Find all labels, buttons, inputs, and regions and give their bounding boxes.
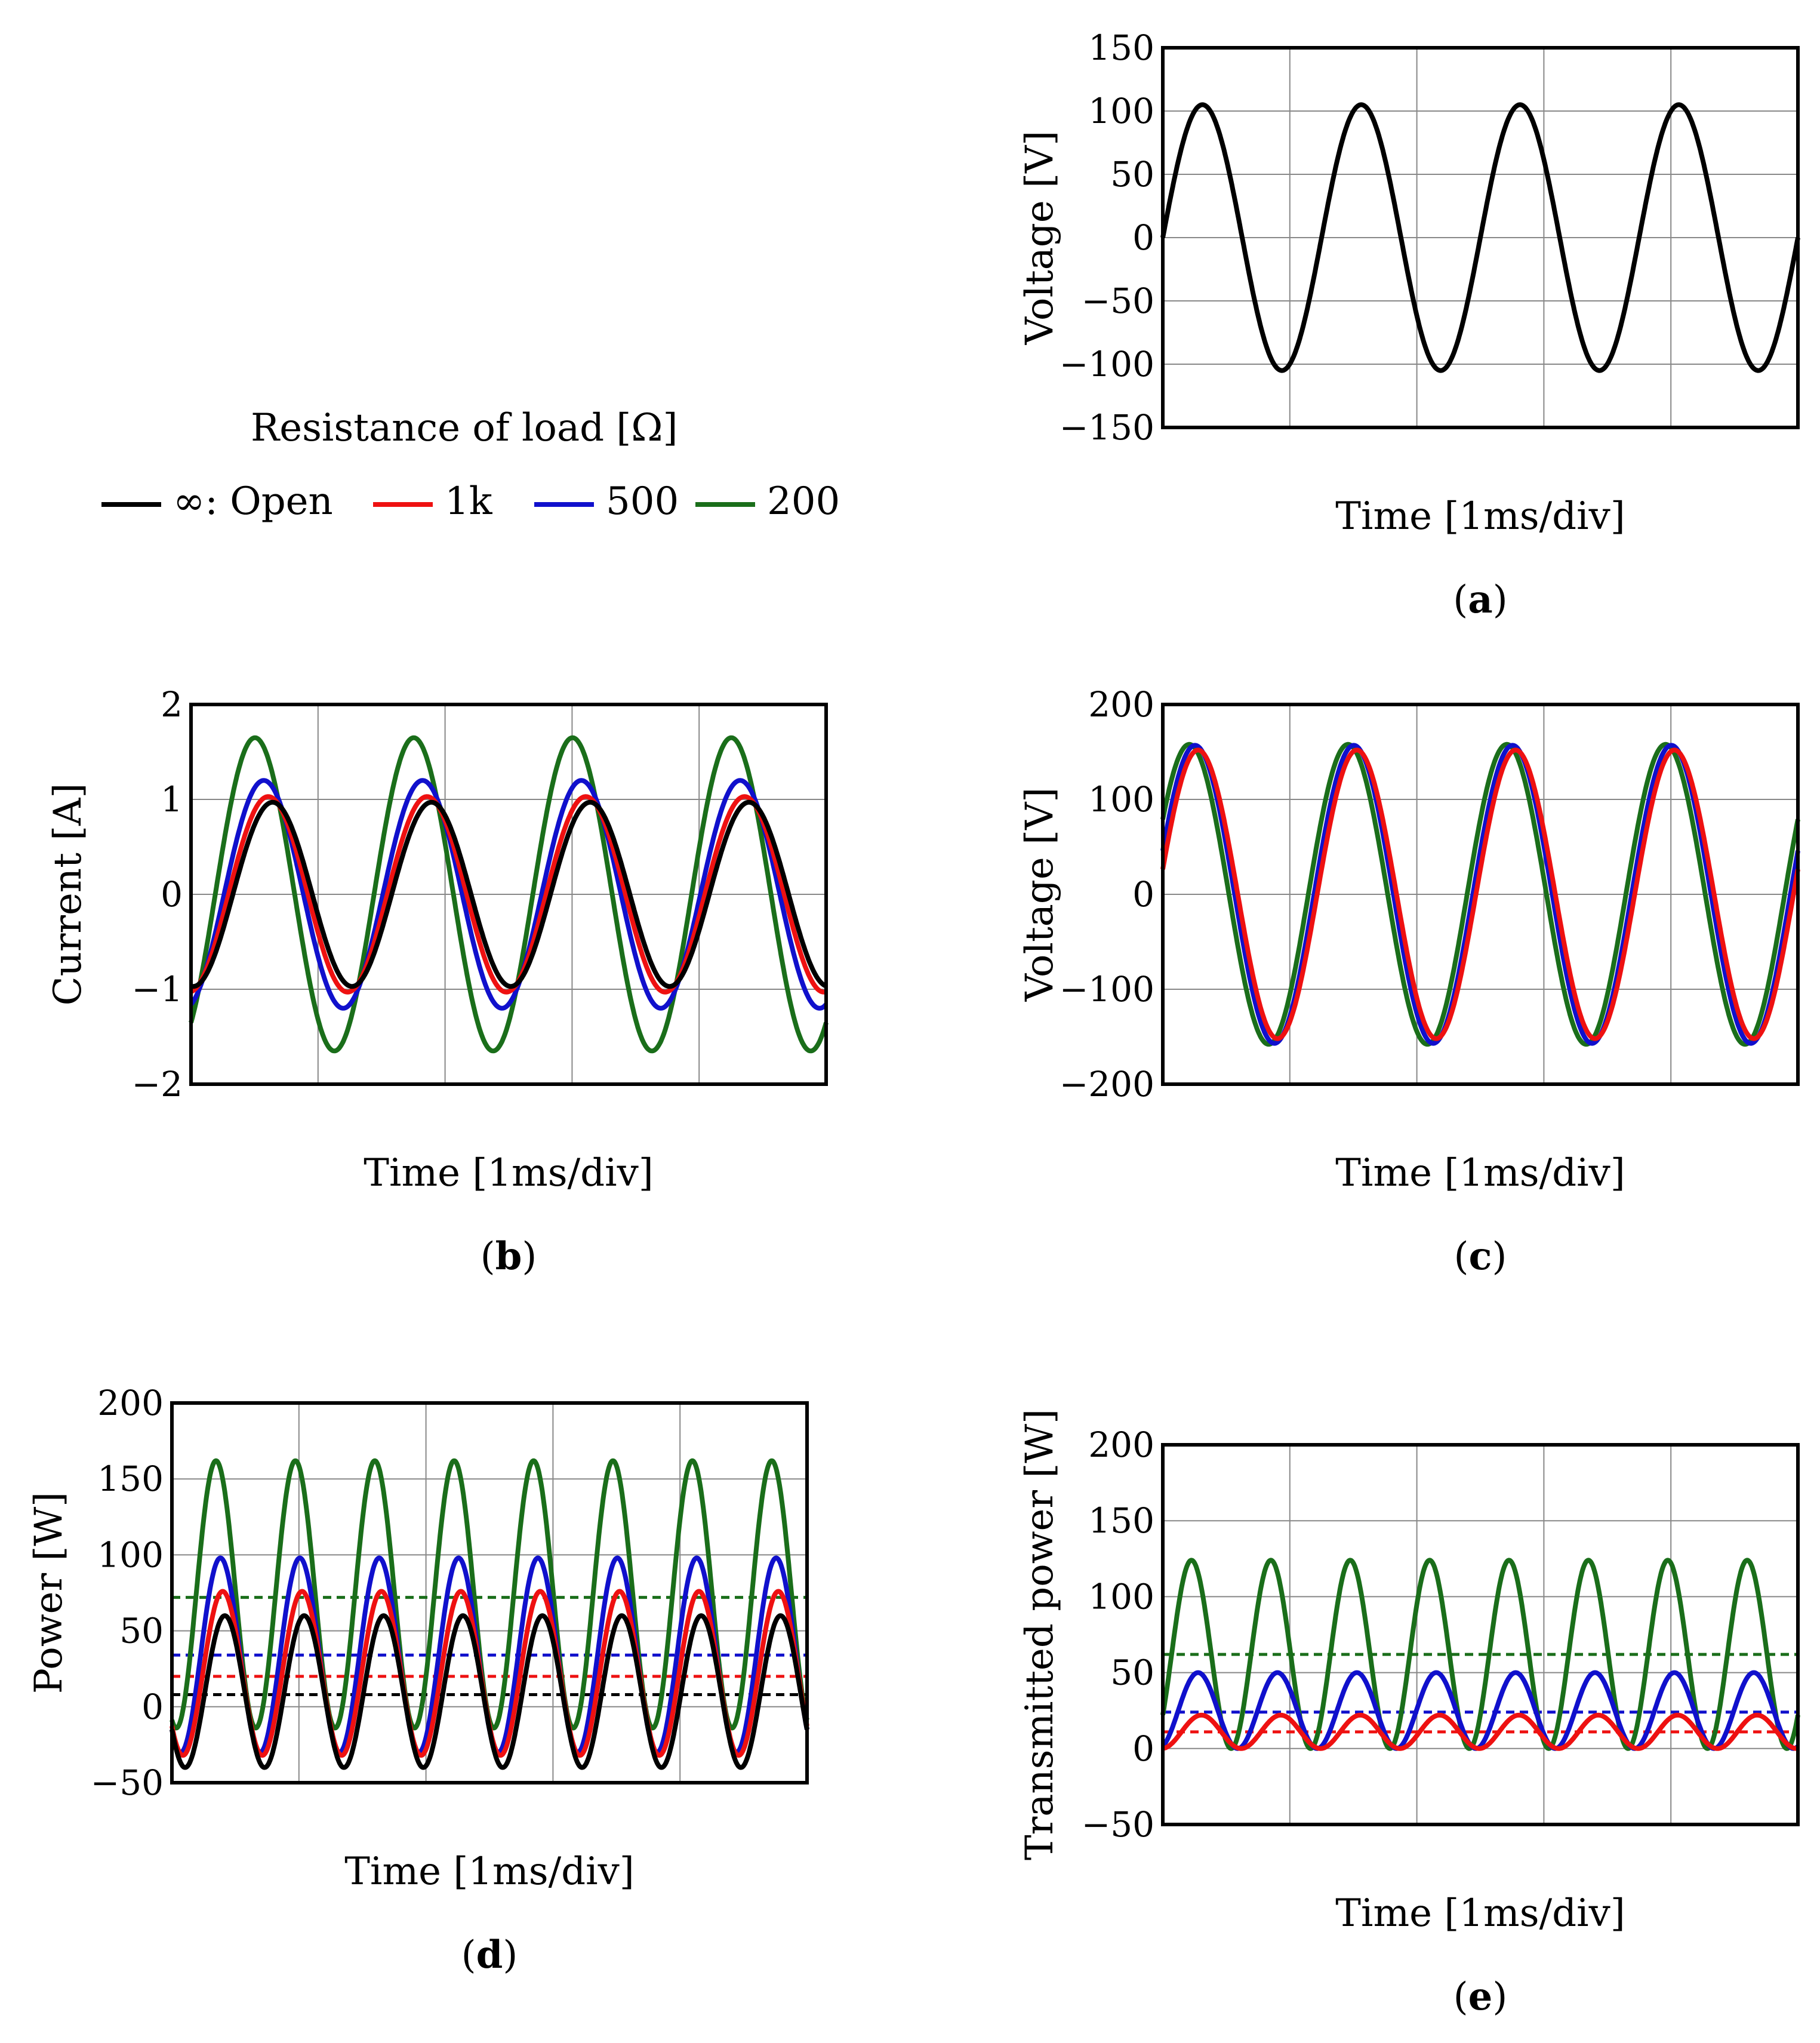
panel-caption-letter: e	[1468, 1974, 1493, 2019]
y-tick-label: −2	[132, 1064, 183, 1104]
series-line-200	[1160, 741, 1800, 1047]
series-line-200	[1160, 1558, 1800, 1751]
y-tick-label: −50	[1082, 281, 1154, 321]
y-tick-label: −50	[91, 1762, 164, 1803]
y-tick-label: −200	[1060, 1064, 1154, 1104]
y-axis-label: Current [A]	[46, 783, 90, 1006]
panel-caption-letter: b	[495, 1234, 522, 1279]
y-tick-label: 200	[1088, 1424, 1154, 1465]
plot-frame	[170, 1401, 809, 1784]
series-line-open	[1160, 102, 1800, 373]
legend-swatch-200	[695, 502, 755, 507]
y-tick-label: −100	[1060, 344, 1154, 384]
y-tick-label: 50	[1110, 1653, 1154, 1693]
panel-caption-letter: d	[476, 1933, 503, 1977]
y-tick-label: −50	[1082, 1804, 1154, 1845]
y-tick-label: 100	[1088, 91, 1154, 131]
chart-c: 200 100 0 −100 −200 Voltage [V] Time [1ms/div]…	[1018, 684, 1800, 1279]
y-tick-label: 50	[1110, 154, 1154, 195]
series-line-200	[170, 1458, 809, 1731]
y-axis-label: Voltage [V]	[1018, 787, 1062, 1002]
legend-label-1k: 1k	[445, 479, 492, 524]
y-tick-label: 100	[1088, 1576, 1154, 1617]
chart-a: 150 100 50 0 −50 −100 −150 Voltage [V] Time [1ms…	[1018, 27, 1800, 622]
y-axis-label: Transmitted power [W]	[1018, 1409, 1062, 1860]
y-tick-label: 100	[1088, 779, 1154, 820]
y-tick-label: −150	[1060, 407, 1154, 448]
x-axis-label: Time [1ms/div]	[364, 1151, 653, 1195]
x-axis-label: Time [1ms/div]	[1335, 1891, 1625, 1936]
series-line-open	[189, 799, 828, 989]
plot-frame	[1161, 46, 1800, 429]
series-line-500	[189, 778, 828, 1011]
series-line-200	[189, 735, 829, 1054]
y-tick-label: −100	[1060, 969, 1154, 1010]
y-tick-label: 50	[119, 1611, 164, 1651]
y-tick-label: 100	[97, 1534, 164, 1575]
y-tick-label: 200	[97, 1383, 164, 1423]
x-axis-label: Time [1ms/div]	[1335, 494, 1625, 539]
y-tick-label: 150	[97, 1459, 164, 1499]
y-tick-label: −1	[132, 969, 183, 1010]
panel-caption: (a)	[1453, 577, 1507, 622]
legend-label-open: ∞: Open	[173, 479, 333, 524]
series-line-1k	[1160, 747, 1800, 1041]
y-tick-label: 150	[1088, 27, 1154, 68]
panel-caption-letter: c	[1469, 1234, 1492, 1279]
y-tick-label: 150	[1088, 1500, 1154, 1541]
panel-caption: (c)	[1454, 1234, 1507, 1279]
panel-caption: (b)	[481, 1234, 537, 1279]
legend-title: Resistance of load [Ω]	[251, 406, 678, 450]
panel-caption-letter: a	[1468, 577, 1492, 622]
chart-b: 2 1 0 −1 −2 Current [A] Time [1ms/div] (b)	[46, 684, 829, 1279]
y-tick-label: 2	[161, 684, 183, 725]
y-tick-label: 0	[141, 1687, 164, 1727]
y-tick-label: 0	[1132, 217, 1154, 258]
legend-label-200: 200	[767, 479, 840, 524]
y-axis-label: Power [W]	[27, 1492, 71, 1694]
x-axis-label: Time [1ms/div]	[344, 1850, 634, 1894]
x-axis-label: Time [1ms/div]	[1335, 1151, 1625, 1195]
panel-caption: (e)	[1453, 1974, 1508, 2019]
plot-frame	[1161, 1443, 1800, 1826]
y-tick-label: 0	[1132, 1728, 1154, 1769]
legend-label-500: 500	[606, 479, 679, 524]
chart-d: 200 150 100 50 0 −50 Power [W] Time [1ms/div] (d…	[27, 1383, 809, 1977]
legend-swatch-open	[101, 502, 161, 507]
plot-frame	[189, 703, 828, 1086]
y-tick-label: 1	[161, 779, 183, 820]
plot-frame	[1161, 703, 1800, 1086]
y-axis-label: Voltage [V]	[1018, 131, 1062, 346]
series-line-1k	[1161, 1712, 1800, 1751]
y-tick-label: 0	[1132, 874, 1154, 915]
legend-swatch-1k	[373, 502, 433, 507]
series-line-1k	[189, 794, 828, 995]
y-tick-label: 200	[1088, 684, 1154, 725]
legend-entries: ∞: Open 1k 500 200	[101, 478, 854, 525]
panel-caption: (d)	[461, 1933, 518, 1977]
y-tick-label: 0	[161, 874, 183, 915]
chart-e: 200 150 100 50 0 −50 Transmitted power [W] Time…	[1018, 1409, 1800, 2019]
legend-swatch-500	[534, 502, 594, 507]
series-line-open	[170, 1613, 809, 1770]
